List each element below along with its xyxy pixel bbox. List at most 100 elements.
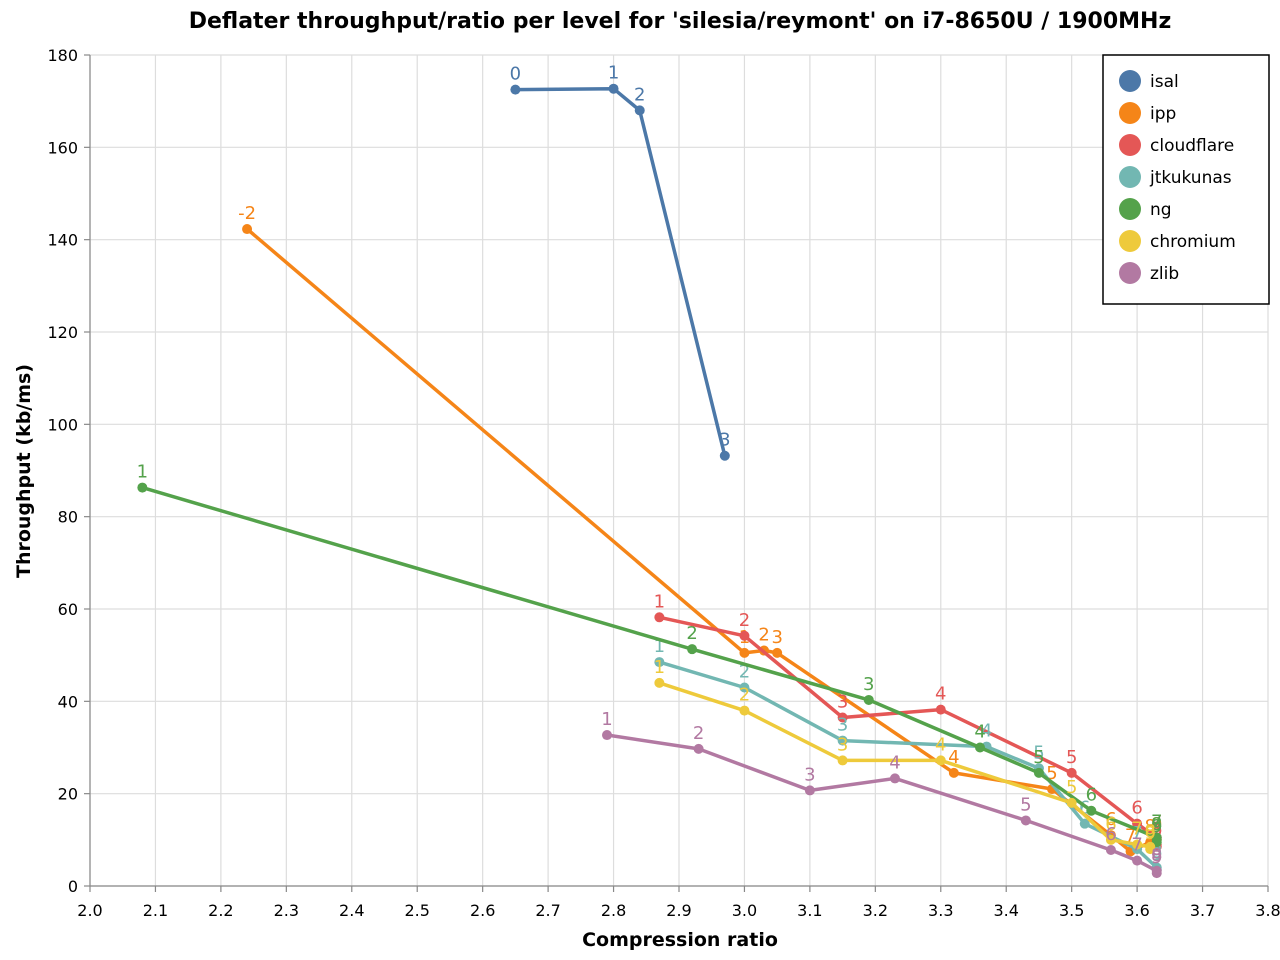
- data-point-cloudflare: [1066, 767, 1077, 778]
- data-point-ng: [1086, 805, 1097, 816]
- data-point-zlib: [1151, 868, 1162, 879]
- data-label-isal: 1: [608, 63, 619, 84]
- data-label-cloudflare: 4: [935, 684, 946, 705]
- data-label-cloudflare: 8: [1151, 818, 1162, 839]
- y-tick-label: 40: [58, 692, 78, 711]
- data-label-cloudflare: 7: [1151, 812, 1162, 833]
- legend-swatch: [1119, 230, 1141, 252]
- data-label-ng: 2: [686, 623, 697, 644]
- legend-swatch: [1119, 134, 1141, 156]
- data-label-ng: 5: [1033, 747, 1044, 768]
- x-tick-label: 2.1: [143, 901, 168, 920]
- data-label-jtkukunas: 6: [1079, 798, 1090, 819]
- legend-item-isal: isal: [1119, 70, 1179, 92]
- data-label-chromium: 9: [1144, 823, 1155, 844]
- x-tick-label: 3.2: [863, 901, 888, 920]
- data-point-cloudflare: [654, 612, 665, 623]
- data-label-cloudflare: 6: [1131, 798, 1142, 819]
- legend-item-chromium: chromium: [1119, 230, 1236, 252]
- data-label-ipp: 5: [1046, 763, 1057, 784]
- legend-swatch: [1119, 198, 1141, 220]
- data-point-zlib: [1132, 855, 1143, 866]
- data-label-chromium: 3: [837, 734, 848, 755]
- data-label-isal: 0: [510, 64, 521, 85]
- x-tick-label: 3.4: [993, 901, 1018, 920]
- data-label-jtkukunas: 9: [1151, 844, 1162, 865]
- x-tick-label: 2.4: [339, 901, 364, 920]
- y-tick-label: 20: [58, 785, 78, 804]
- data-label-zlib: 6: [1105, 824, 1116, 845]
- data-point-ng: [687, 644, 698, 655]
- data-label-ipp: 3: [771, 627, 782, 648]
- data-point-zlib: [693, 743, 704, 754]
- data-label-ipp: 7: [1125, 825, 1136, 846]
- legend-item-ipp: ipp: [1119, 102, 1176, 124]
- data-label-cloudflare: 3: [837, 691, 848, 712]
- data-label-jtkukunas: 2: [739, 661, 750, 682]
- chart-title: Deflater throughput/ratio per level for …: [189, 9, 1172, 34]
- data-point-zlib: [602, 730, 613, 741]
- data-point-zlib: [889, 773, 900, 784]
- x-tick-label: 3.5: [1059, 901, 1084, 920]
- data-point-jtkukunas: [837, 735, 848, 746]
- series-isal: 0 12 3: [510, 63, 731, 461]
- x-tick-label: 2.9: [666, 901, 691, 920]
- data-label-cloudflare: 1: [654, 591, 665, 612]
- data-point-isal: [510, 84, 521, 95]
- data-label-jtkukunas: 4: [981, 721, 992, 742]
- y-tick-label: 80: [58, 508, 78, 527]
- data-label-zlib: 1: [601, 709, 612, 730]
- legend-label: zlib: [1150, 264, 1179, 284]
- data-point-cloudflare: [935, 704, 946, 715]
- y-tick-label: 120: [47, 323, 78, 342]
- data-label-ipp: 2: [758, 625, 769, 646]
- data-label-jtkukunas: 1: [654, 636, 665, 657]
- legend-label: jtkukunas: [1149, 168, 1232, 188]
- data-label-ipp: 9: [1151, 814, 1162, 835]
- data-label-isal: 2: [634, 84, 645, 105]
- data-label-chromium: 6: [1105, 814, 1116, 835]
- data-point-cloudflare: [837, 712, 848, 723]
- y-tick-label: 0: [68, 877, 78, 896]
- data-point-ipp: [772, 647, 783, 658]
- legend-swatch: [1119, 166, 1141, 188]
- series-ipp: -2123456789: [238, 203, 1162, 857]
- data-point-chromium: [1105, 834, 1116, 845]
- y-tick-label: 160: [47, 138, 78, 157]
- data-point-jtkukunas: [1079, 818, 1090, 829]
- data-label-ng: 4: [974, 722, 985, 743]
- x-tick-label: 2.7: [535, 901, 560, 920]
- data-point-ng: [975, 742, 986, 753]
- data-point-chromium: [837, 755, 848, 766]
- data-label-jtkukunas: 5: [1033, 742, 1044, 763]
- data-label-ng: 3: [863, 674, 874, 695]
- legend-swatch: [1119, 262, 1141, 284]
- x-tick-label: 3.0: [732, 901, 757, 920]
- x-axis-title: Compression ratio: [582, 929, 778, 951]
- legend-label: ng: [1150, 200, 1172, 220]
- data-label-ng: 9: [1151, 816, 1162, 837]
- data-point-ng: [1033, 767, 1044, 778]
- data-label-zlib: 3: [804, 764, 815, 785]
- data-point-chromium: [1066, 797, 1077, 808]
- data-point-isal: [634, 105, 645, 116]
- legend-label: cloudflare: [1150, 136, 1234, 156]
- data-label-chromium: 5: [1066, 777, 1077, 798]
- data-label-zlib: 2: [693, 723, 704, 744]
- x-tick-label: 2.5: [404, 901, 429, 920]
- legend-swatch: [1119, 70, 1141, 92]
- data-point-ipp: [948, 767, 959, 778]
- data-point-ng: [137, 482, 148, 493]
- data-label-zlib: 9: [1151, 847, 1162, 868]
- data-point-zlib: [1105, 844, 1116, 855]
- data-label-zlib: 8: [1151, 845, 1162, 866]
- data-point-isal: [608, 83, 619, 94]
- legend-item-zlib: zlib: [1119, 262, 1179, 284]
- data-label-jtkukunas: 8: [1151, 842, 1162, 863]
- data-point-ipp: [739, 647, 750, 658]
- data-label-chromium: 7: [1131, 818, 1142, 839]
- data-label-zlib: 7: [1131, 835, 1142, 856]
- data-label-isal: 3: [719, 430, 730, 451]
